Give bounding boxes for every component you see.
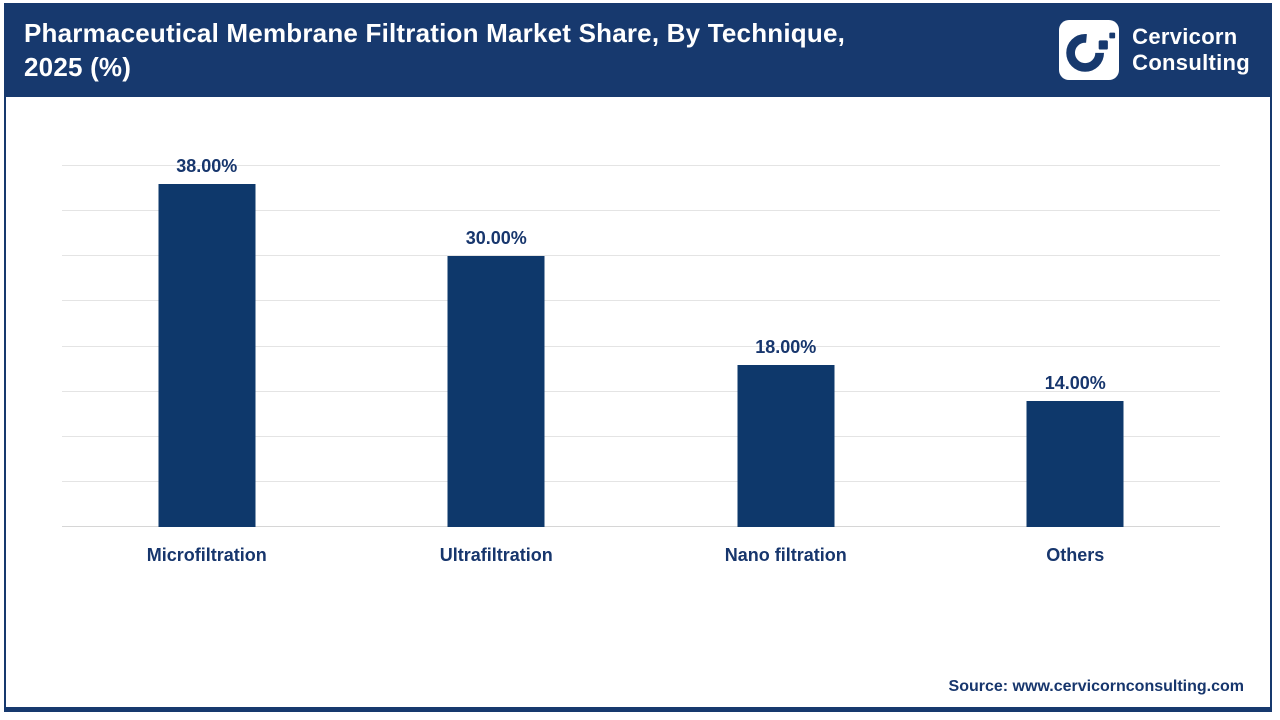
figure-frame: Pharmaceutical Membrane Filtration Marke…: [4, 3, 1272, 717]
bar-microfiltration: [158, 184, 256, 527]
gridline: [62, 165, 1220, 166]
bottom-accent-bar: [6, 707, 1270, 712]
bar-value-label: 14.00%: [1044, 372, 1106, 393]
gridline: [62, 210, 1220, 212]
bar-slot: 14.00%: [931, 166, 1221, 527]
category-label-ultrafiltration: Ultrafiltration: [439, 545, 553, 565]
bar-nano-filtration: [737, 364, 835, 527]
gridline: [62, 345, 1220, 347]
bar-value-label: 30.00%: [465, 228, 527, 249]
chart-body: 38.00% 30.00% 18.00% 14.00% Microfiltration…: [4, 97, 1272, 712]
bar-ultrafiltration: [447, 256, 545, 527]
brand-logo: Cervicorn Consulting: [1059, 20, 1250, 80]
bar-value-label: 38.00%: [176, 156, 238, 177]
x-axis-line: [62, 526, 1220, 527]
gridline: [62, 300, 1220, 302]
cervicorn-c-logo-icon: [1059, 20, 1120, 80]
category-row: Microfiltration Ultrafiltration Nano filtr…: [62, 545, 1220, 566]
gridline: [62, 255, 1220, 257]
plot-area: 38.00% 30.00% 18.00% 14.00%: [62, 156, 1221, 527]
bar-slot: 18.00%: [641, 166, 931, 527]
category-label-nano-filtration: Nano filtration: [724, 545, 847, 565]
source-attribution: Source: www.cervicornconsulting.com: [948, 678, 1244, 695]
header-banner: Pharmaceutical Membrane Filtration Marke…: [4, 3, 1272, 97]
page-title-line1: Pharmaceutical Membrane Filtration Marke…: [24, 18, 846, 48]
bar-slot: 38.00%: [62, 156, 352, 527]
brand-name-line1: Cervicorn: [1132, 24, 1238, 49]
category-label-microfiltration: Microfiltration: [146, 545, 267, 565]
page-title: Pharmaceutical Membrane Filtration Marke…: [24, 16, 845, 84]
gridline: [62, 435, 1220, 437]
gridline: [62, 480, 1220, 482]
gridline: [62, 390, 1220, 392]
page-title-line2: 2025 (%): [24, 52, 132, 82]
bar-value-label: 18.00%: [755, 336, 817, 357]
brand-name: Cervicorn Consulting: [1132, 24, 1250, 76]
category-label-others: Others: [1046, 545, 1105, 565]
bar-others: [1026, 400, 1124, 527]
bar-slot: 30.00%: [352, 166, 642, 527]
brand-name-line2: Consulting: [1132, 50, 1250, 75]
